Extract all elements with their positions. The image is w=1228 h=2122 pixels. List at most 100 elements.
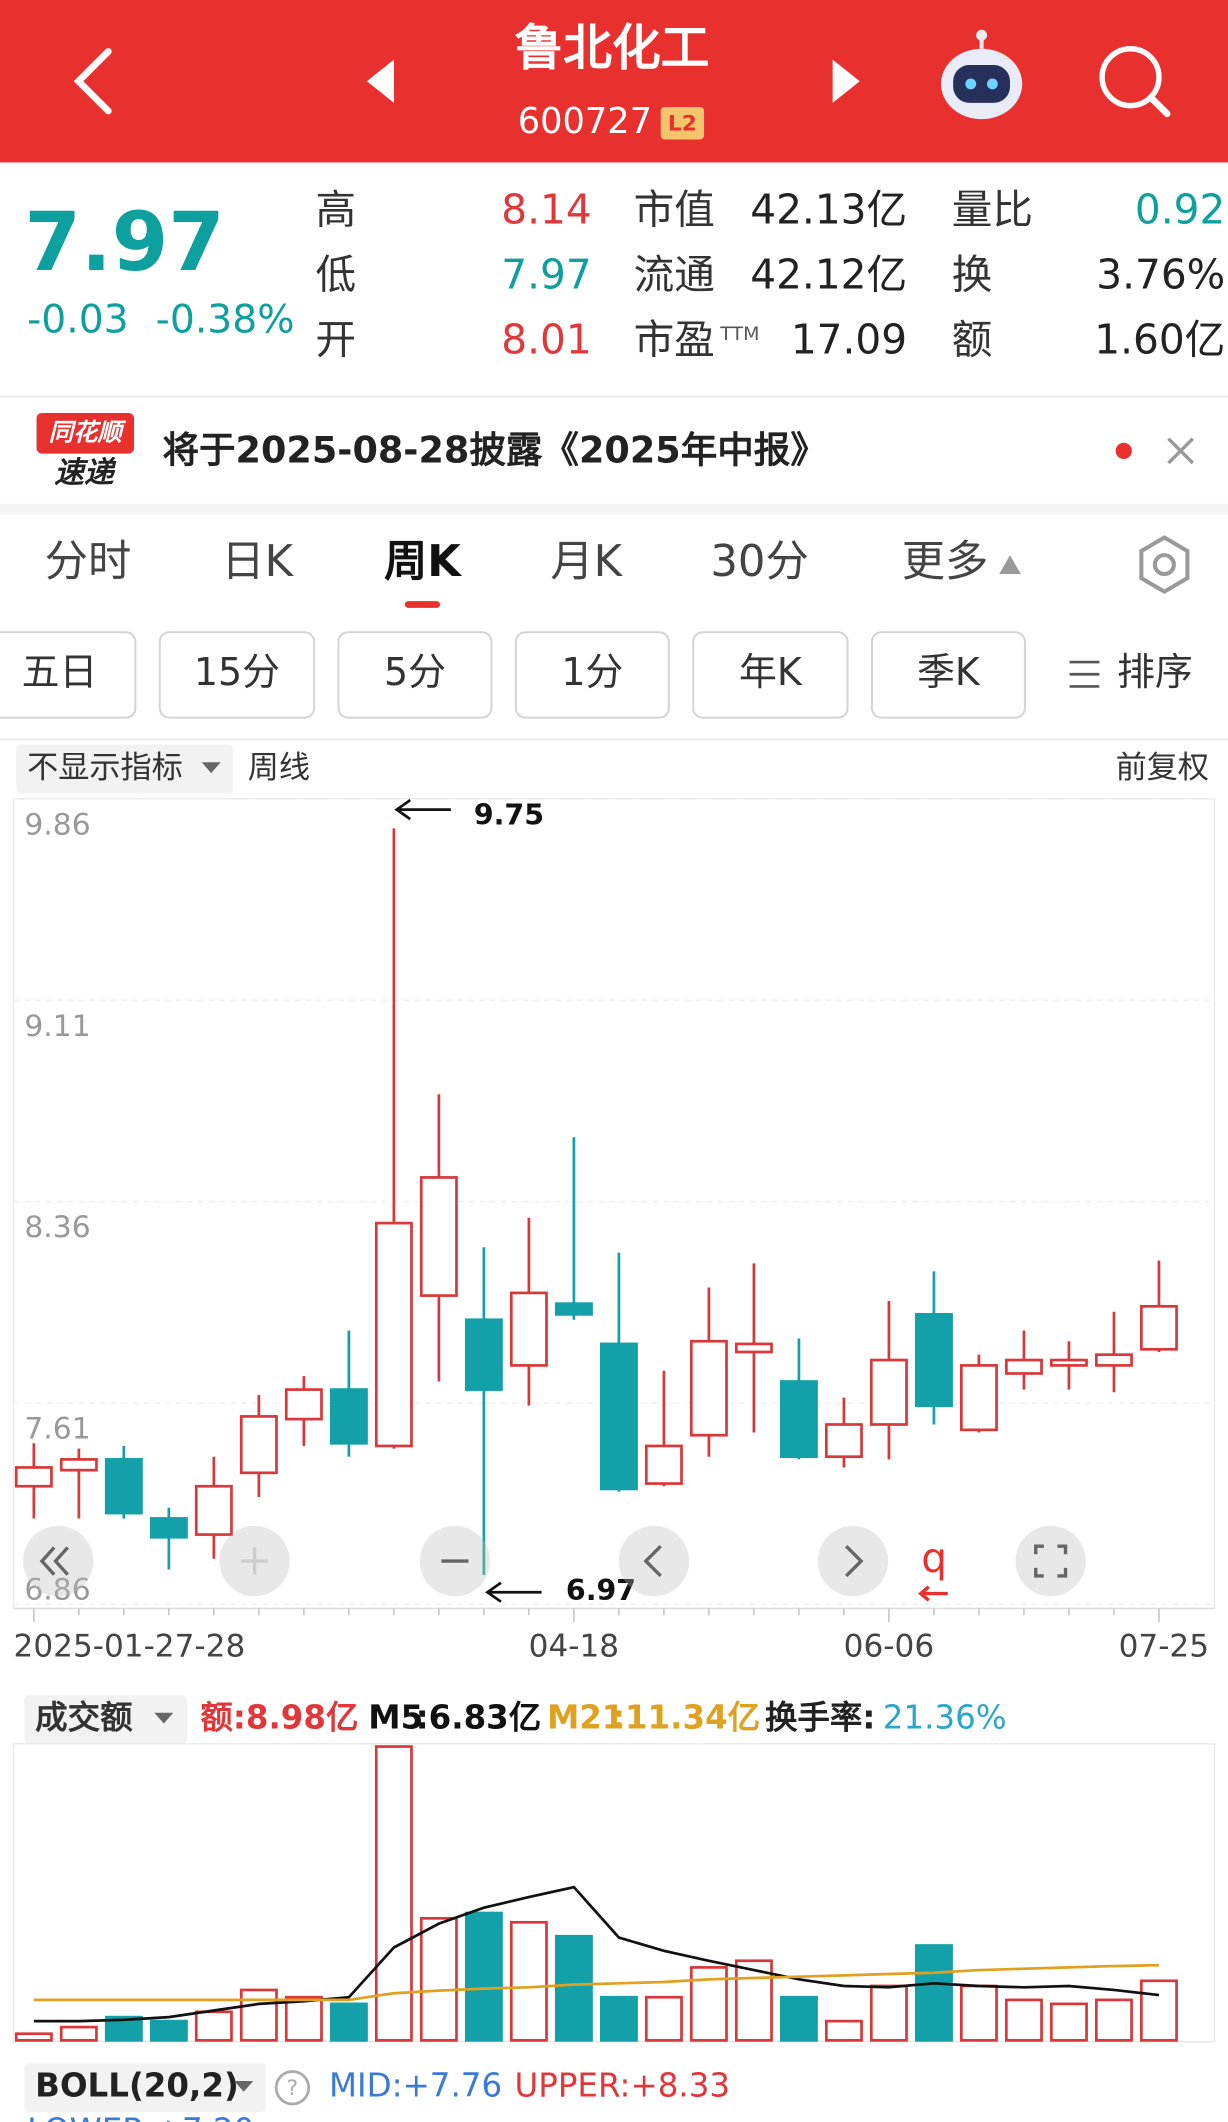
tab[interactable]: 日K bbox=[221, 537, 294, 587]
subtab-label[interactable]: 1分 bbox=[561, 650, 623, 694]
notice-text[interactable]: 将于2025-08-28披露《2025年中报》 bbox=[162, 429, 826, 472]
candle-body bbox=[1004, 1358, 1043, 1375]
sort-label[interactable]: 排序 bbox=[1117, 650, 1193, 694]
help-icon[interactable] bbox=[274, 2070, 311, 2106]
subtab-button[interactable] bbox=[692, 631, 849, 719]
help-glyph: ? bbox=[287, 2076, 298, 2101]
tab[interactable]: 月K bbox=[550, 537, 623, 587]
logo-bottom: 速递 bbox=[54, 455, 117, 490]
y-tick-label: 9.11 bbox=[24, 1009, 90, 1044]
fullscreen-button[interactable] bbox=[1015, 1525, 1086, 1597]
section-gap bbox=[0, 503, 1228, 515]
assistant-icon[interactable] bbox=[940, 29, 1023, 120]
volume-bar bbox=[329, 2002, 368, 2042]
candle-body bbox=[869, 1358, 908, 1426]
candle-body bbox=[239, 1415, 278, 1475]
subtab-label[interactable]: 5分 bbox=[384, 650, 446, 694]
candle-body bbox=[824, 1423, 863, 1459]
volume-bar bbox=[824, 2019, 863, 2042]
x-tick-label: 06-06 bbox=[844, 1629, 934, 1665]
candle-body bbox=[419, 1176, 458, 1297]
candle-body bbox=[509, 1291, 548, 1367]
stat-value: 3.76% bbox=[1096, 251, 1225, 299]
candle-body bbox=[149, 1517, 188, 1539]
subtab-button[interactable] bbox=[0, 631, 137, 719]
annotation-arrow bbox=[394, 799, 451, 821]
subtab-label[interactable]: 季K bbox=[917, 650, 981, 694]
stat-label: 量比 bbox=[952, 186, 1033, 234]
notice-logo: 同花顺 速递 bbox=[36, 412, 135, 490]
boll-title[interactable]: BOLL(20,2) bbox=[35, 2067, 239, 2105]
subtab-button[interactable] bbox=[870, 631, 1026, 719]
candle-body bbox=[689, 1339, 728, 1437]
stock-name: 鲁北化工 bbox=[514, 20, 709, 76]
subtab-label[interactable]: 年K bbox=[739, 650, 803, 694]
next-stock[interactable] bbox=[832, 59, 860, 103]
volume-bar bbox=[149, 2019, 188, 2042]
rewind-button[interactable] bbox=[23, 1525, 94, 1597]
tab-underline bbox=[404, 601, 441, 608]
x-tick-label: 07-25 bbox=[1119, 1629, 1209, 1665]
prev-stock[interactable] bbox=[366, 59, 394, 103]
search-icon[interactable] bbox=[1099, 46, 1171, 118]
stat-value: 0.92 bbox=[1135, 186, 1225, 234]
volume-select-bg[interactable] bbox=[24, 1695, 187, 1744]
q-icon[interactable]: q bbox=[921, 1534, 947, 1582]
subtab-button[interactable] bbox=[337, 631, 493, 719]
change: -0.03 bbox=[27, 298, 129, 343]
subtab-button[interactable] bbox=[158, 631, 316, 719]
turnover-label: 换手率: bbox=[765, 1698, 875, 1736]
close-notice[interactable] bbox=[1167, 437, 1194, 465]
tab[interactable]: 更多 bbox=[902, 537, 989, 587]
x-tick-label: 04-18 bbox=[529, 1629, 619, 1665]
back-button[interactable] bbox=[73, 48, 112, 115]
sort-button[interactable] bbox=[1069, 660, 1100, 688]
stock-code: 600727 bbox=[518, 101, 652, 142]
subtab-label[interactable]: 五日 bbox=[22, 650, 98, 694]
candle-body bbox=[779, 1380, 818, 1459]
tab[interactable]: 分时 bbox=[45, 537, 132, 587]
adjust-label[interactable]: 前复权 bbox=[1116, 750, 1209, 786]
volume-amount: 额:8.98亿 bbox=[200, 1698, 358, 1736]
stat-label: 市盈 bbox=[634, 316, 715, 364]
subtab-label[interactable]: 15分 bbox=[194, 650, 280, 694]
volume-bar bbox=[1049, 2002, 1088, 2042]
stat-label-sup: TTM bbox=[719, 323, 759, 345]
candle-body bbox=[329, 1388, 368, 1445]
indicator-select[interactable]: 不显示指标 bbox=[27, 750, 183, 786]
stat-value: 42.12亿 bbox=[750, 251, 907, 299]
stat-value: 7.97 bbox=[501, 251, 591, 299]
annotation: 9.75 bbox=[474, 798, 544, 831]
boll-select-bg[interactable] bbox=[24, 2063, 266, 2113]
volume-bar bbox=[104, 2015, 143, 2042]
scroll-right-button[interactable] bbox=[817, 1525, 889, 1597]
stat-label: 流通 bbox=[634, 251, 715, 299]
volume-bar bbox=[1139, 1979, 1178, 2042]
stat-label: 开 bbox=[315, 316, 356, 364]
indicator-bg[interactable] bbox=[16, 744, 233, 794]
volume-bar bbox=[1004, 1998, 1043, 2042]
price: 7.97 bbox=[24, 196, 224, 290]
scroll-left-button[interactable] bbox=[618, 1525, 690, 1597]
moving-average-line bbox=[33, 1885, 1160, 2023]
volume-bar bbox=[194, 2010, 233, 2042]
dropdown-caret bbox=[154, 1712, 174, 1724]
volume-bar bbox=[599, 1995, 638, 2042]
stat-label: 市值 bbox=[634, 186, 715, 234]
y-tick-label: 9.86 bbox=[24, 807, 90, 842]
stat-label: 换 bbox=[952, 251, 993, 299]
volume-bar bbox=[14, 2032, 53, 2042]
tab[interactable]: 周K bbox=[384, 537, 462, 587]
stat-value: 8.14 bbox=[501, 186, 591, 234]
tab[interactable]: 30分 bbox=[710, 537, 808, 587]
candle-body bbox=[104, 1458, 143, 1515]
candle-body bbox=[959, 1364, 998, 1432]
volume-title[interactable]: 成交额 bbox=[35, 1698, 133, 1736]
subtab-button[interactable] bbox=[514, 631, 670, 719]
legend-value: :11.34亿 bbox=[612, 1698, 760, 1736]
candle-body bbox=[554, 1302, 593, 1316]
annotation-arrow bbox=[485, 1581, 542, 1603]
settings-icon[interactable] bbox=[1139, 535, 1190, 595]
candle-body bbox=[1094, 1353, 1133, 1367]
